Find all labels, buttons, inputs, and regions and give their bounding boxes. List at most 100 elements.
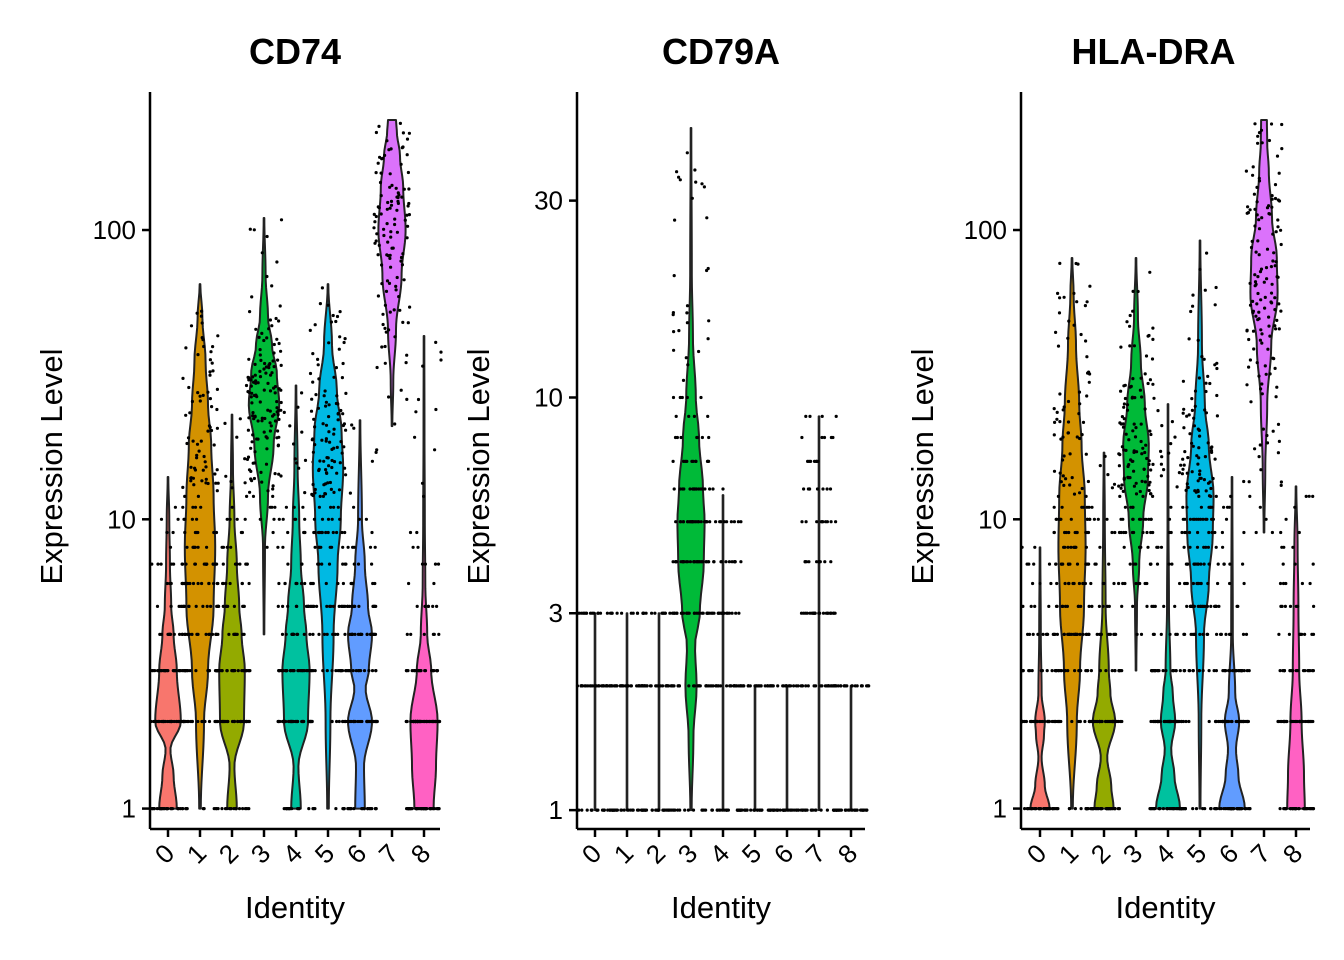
data-point — [1253, 447, 1257, 451]
data-point — [225, 604, 229, 609]
data-point — [178, 632, 182, 637]
data-point — [396, 191, 400, 195]
data-point — [1244, 632, 1249, 637]
data-point — [376, 253, 380, 257]
data-point — [1188, 669, 1192, 673]
data-point — [1281, 581, 1286, 586]
data-point — [1282, 669, 1287, 673]
data-point — [249, 469, 253, 473]
data-point — [1228, 562, 1232, 566]
data-point — [765, 684, 770, 688]
data-point — [1245, 719, 1249, 724]
data-point — [392, 308, 396, 312]
data-point — [247, 807, 251, 811]
data-point — [248, 227, 252, 231]
data-point — [1259, 387, 1263, 391]
data-point — [384, 330, 388, 334]
data-point — [259, 470, 263, 474]
data-point — [1143, 581, 1147, 586]
data-point — [1062, 295, 1066, 299]
data-point — [1272, 251, 1276, 255]
data-point — [185, 441, 189, 446]
data-point — [675, 611, 679, 615]
data-point — [1245, 383, 1249, 387]
data-point — [327, 430, 331, 434]
data-point — [1242, 479, 1246, 484]
data-point — [341, 807, 345, 811]
data-point — [210, 632, 215, 637]
data-point — [1117, 807, 1121, 811]
data-point — [438, 719, 442, 724]
data-point — [1209, 486, 1213, 491]
data-point — [249, 395, 253, 399]
data-point — [383, 344, 387, 349]
data-point — [346, 807, 350, 811]
data-point — [711, 487, 715, 491]
data-point — [1139, 422, 1143, 426]
data-point — [203, 719, 207, 724]
y-axis-label: Expression Level — [461, 348, 496, 584]
data-point — [1259, 128, 1264, 132]
data-point — [311, 352, 315, 356]
data-point — [693, 520, 697, 524]
data-point — [375, 232, 379, 236]
x-tick-label: 7 — [800, 838, 831, 869]
data-point — [861, 808, 865, 812]
data-point — [344, 428, 348, 432]
data-point — [1219, 632, 1223, 637]
data-point — [1057, 669, 1061, 673]
data-point — [1055, 807, 1059, 811]
data-point — [1083, 304, 1087, 308]
data-point — [276, 358, 280, 362]
x-tick-label: 0 — [576, 838, 607, 869]
data-point — [1069, 517, 1073, 521]
data-point — [808, 414, 812, 418]
data-point — [165, 581, 169, 586]
data-point — [1251, 165, 1255, 169]
data-point — [732, 560, 737, 564]
data-point — [396, 201, 400, 205]
data-point — [1253, 280, 1258, 284]
data-point — [853, 684, 857, 688]
data-point — [155, 604, 160, 609]
data-point — [1246, 205, 1250, 209]
data-point — [318, 494, 322, 498]
data-point — [807, 459, 811, 463]
data-point — [1192, 416, 1196, 420]
data-point — [672, 348, 676, 352]
data-point — [374, 130, 378, 135]
data-point — [842, 684, 846, 688]
data-point — [232, 807, 236, 811]
data-point — [1214, 545, 1218, 549]
data-point — [1241, 562, 1245, 566]
data-point — [692, 414, 697, 418]
data-point — [332, 505, 336, 509]
data-point — [189, 479, 193, 483]
data-point — [399, 162, 403, 166]
data-point — [267, 327, 271, 331]
data-point — [692, 684, 697, 688]
data-point — [799, 684, 803, 688]
data-point — [1132, 469, 1136, 473]
data-point — [389, 203, 394, 207]
data-point — [1118, 421, 1122, 425]
data-point — [221, 562, 225, 566]
data-point — [1054, 517, 1058, 521]
violin-8 — [409, 335, 439, 810]
data-point — [327, 562, 332, 566]
data-point — [712, 560, 716, 564]
data-point — [721, 487, 725, 491]
chart-title: HLA-DRA — [1072, 31, 1236, 72]
data-point — [811, 808, 815, 812]
data-point — [393, 335, 397, 339]
data-point — [297, 669, 301, 673]
data-point — [246, 428, 250, 432]
data-point — [379, 194, 383, 198]
data-point — [1214, 494, 1218, 498]
data-point — [171, 669, 175, 673]
data-point — [221, 719, 226, 724]
data-point — [1257, 374, 1261, 378]
data-point — [800, 435, 804, 440]
data-point — [215, 407, 219, 412]
data-point — [1256, 239, 1260, 243]
